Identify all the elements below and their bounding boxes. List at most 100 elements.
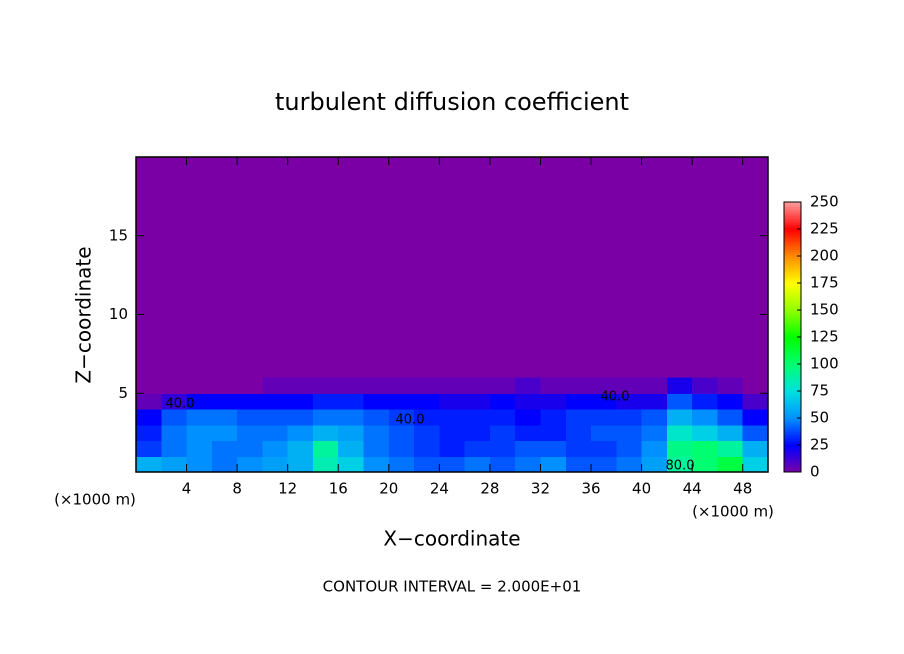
heatmap-cell (565, 424, 592, 441)
colorbar-segment (784, 388, 801, 392)
heatmap-cell (565, 456, 592, 473)
heatmap-cell (489, 409, 516, 426)
contour-label: 40.0 (166, 397, 195, 412)
colorbar-segment (784, 285, 801, 289)
colorbar-segment (784, 258, 801, 262)
x-tick-label: 24 (430, 480, 449, 498)
colorbar-segment (784, 298, 801, 302)
heatmap-cell (616, 409, 643, 426)
colorbar-segment (784, 393, 801, 397)
colorbar-segment (784, 235, 801, 239)
colorbar-segment (784, 420, 801, 424)
x-tick-label: 16 (329, 480, 348, 498)
colorbar-segment (784, 370, 801, 374)
colorbar-segment (784, 278, 801, 282)
heatmap-cell (161, 377, 188, 394)
x-tick-label: 28 (480, 480, 499, 498)
heatmap-cell (666, 424, 693, 441)
heatmap-cell (464, 456, 491, 473)
heatmap-cell (540, 424, 567, 441)
colorbar-segment (784, 325, 801, 329)
heatmap-cell (591, 377, 617, 394)
heatmap-cell (262, 456, 289, 473)
colorbar-segment (784, 249, 801, 253)
colorbar-segment (784, 240, 801, 244)
colorbar-segment (784, 377, 801, 381)
heatmap-cell (666, 409, 693, 426)
heatmap-cell (287, 393, 314, 410)
colorbar-segment (784, 445, 801, 448)
colorbar-segment (784, 384, 801, 388)
colorbar-segment (784, 458, 801, 462)
heatmap-cell (565, 393, 592, 410)
colorbar-segment (784, 224, 801, 228)
heatmap-cell (186, 456, 213, 473)
heatmap-cell (338, 440, 365, 457)
heatmap-cell (414, 456, 440, 473)
heatmap-cell (641, 377, 668, 394)
colorbar-segment (784, 469, 801, 473)
heatmap-cell (186, 393, 213, 410)
heatmap-cell (591, 393, 617, 410)
heatmap-cell (338, 424, 365, 441)
heatmap-cell (363, 456, 390, 473)
heatmap-cell (414, 393, 440, 410)
heatmap-cell (666, 377, 693, 394)
colorbar-segment (784, 438, 801, 442)
colorbar-segment (784, 312, 801, 316)
footnote: CONTOUR INTERVAL = 2.000E+01 (323, 578, 582, 596)
heatmap-cell (136, 456, 162, 473)
heatmap-cell (540, 440, 567, 457)
heatmap-cell (742, 393, 769, 410)
x-tick-label: 20 (379, 480, 398, 498)
heatmap-cell (692, 393, 718, 410)
colorbar-tick-label: 225 (810, 220, 839, 238)
colorbar-segment (784, 206, 801, 210)
colorbar-segment (784, 397, 801, 401)
colorbar-segment (784, 251, 801, 255)
heatmap-cell (515, 456, 541, 473)
heatmap-cell (439, 409, 466, 426)
x-tick-label: 4 (182, 480, 192, 498)
heatmap-cell (641, 456, 668, 473)
heatmap-cell (262, 424, 289, 441)
heatmap-cell (312, 393, 339, 410)
heatmap-cell (211, 409, 238, 426)
heatmap-cell (237, 377, 263, 394)
colorbar-segment (784, 433, 801, 437)
heatmap-cell (616, 456, 643, 473)
colorbar-segment (784, 294, 801, 298)
contour-label: 80.0 (666, 459, 695, 474)
heatmap-cell (136, 440, 162, 457)
colorbar-segment (784, 323, 801, 327)
heatmap-cell (363, 377, 390, 394)
heatmap-cell (161, 424, 188, 441)
heatmap-cell (161, 393, 188, 410)
heatmap-cell (692, 409, 718, 426)
heatmap-cell (717, 456, 744, 473)
colorbar-segment (784, 343, 801, 347)
heatmap-cell (692, 440, 718, 457)
heatmap-cell (565, 409, 592, 426)
heatmap-cell (211, 393, 238, 410)
colorbar-segment (784, 382, 801, 385)
heatmap-cell (717, 377, 744, 394)
heatmap-cell (414, 409, 440, 426)
heatmap-cell (692, 456, 718, 473)
colorbar-segment (784, 346, 801, 349)
heatmap-cell (540, 409, 567, 426)
heatmap-cell (388, 377, 415, 394)
heatmap-cell (591, 409, 617, 426)
colorbar-tick-label: 200 (810, 247, 839, 265)
colorbar-tick-label: 0 (810, 463, 820, 481)
colorbar-segment (784, 357, 801, 361)
colorbar-segment (784, 307, 801, 311)
colorbar-segment (784, 411, 801, 415)
heatmap-cell (414, 440, 440, 457)
colorbar-segment (784, 213, 801, 217)
colorbar-segment (784, 454, 801, 457)
heatmap-cell (287, 409, 314, 426)
heatmap-cell (641, 393, 668, 410)
heatmap-cell (237, 424, 263, 441)
